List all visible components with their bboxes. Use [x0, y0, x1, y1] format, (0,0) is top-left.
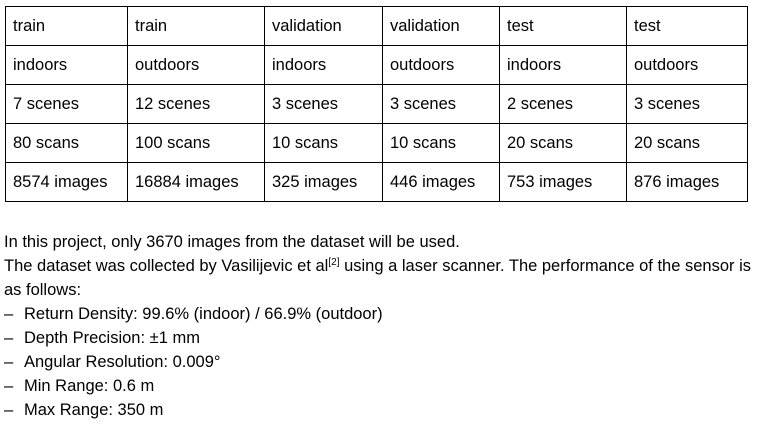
table-cell: outdoors: [382, 45, 500, 85]
table-cell: 325 images: [264, 162, 383, 202]
table-cell: 80 scans: [5, 123, 128, 163]
dash-bullet-icon: –: [4, 377, 14, 395]
dataset-split-table: train train validation validation test t…: [5, 6, 748, 202]
table-cell: validation: [382, 6, 500, 46]
list-item-text: Return Density: 99.6% (indoor) / 66.9% (…: [24, 305, 383, 323]
table-cell: test: [499, 6, 627, 46]
table-cell: 20 scans: [626, 123, 748, 163]
source-text-continued: using a laser scanner. The performance o…: [4, 257, 751, 299]
table-row: indoors outdoors indoors outdoors indoor…: [5, 45, 748, 85]
table-cell: validation: [264, 6, 383, 46]
table-cell: 16884 images: [127, 162, 265, 202]
table-cell: 100 scans: [127, 123, 265, 163]
table-cell: indoors: [499, 45, 627, 85]
list-item-text: Depth Precision: ±1 mm: [24, 329, 200, 347]
table-cell: outdoors: [626, 45, 748, 85]
table-row: 7 scenes 12 scenes 3 scenes 3 scenes 2 s…: [5, 84, 748, 124]
table-row: train train validation validation test t…: [5, 6, 748, 46]
dataset-source-sentence: The dataset was collected by Vasilijevic…: [4, 254, 756, 302]
table-cell: train: [127, 6, 265, 46]
table-cell: 12 scenes: [127, 84, 265, 124]
source-text: The dataset was collected by Vasilijevic…: [4, 257, 329, 275]
list-item: – Depth Precision: ±1 mm: [4, 326, 756, 350]
table-cell: 20 scans: [499, 123, 627, 163]
description-text: In this project, only 3670 images from t…: [4, 230, 756, 422]
table-row: 8574 images 16884 images 325 images 446 …: [5, 162, 748, 202]
table-cell: 10 scans: [264, 123, 383, 163]
dash-bullet-icon: –: [4, 401, 14, 419]
list-item: – Min Range: 0.6 m: [4, 374, 756, 398]
list-item: – Max Range: 350 m: [4, 398, 756, 422]
dash-bullet-icon: –: [4, 353, 14, 371]
table-row: 80 scans 100 scans 10 scans 10 scans 20 …: [5, 123, 748, 163]
table-cell: 3 scenes: [626, 84, 748, 124]
dash-bullet-icon: –: [4, 329, 14, 347]
table-cell: indoors: [264, 45, 383, 85]
table-cell: train: [5, 6, 128, 46]
table-cell: 3 scenes: [382, 84, 500, 124]
table-cell: 3 scenes: [264, 84, 383, 124]
table-cell: test: [626, 6, 748, 46]
list-item-text: Min Range: 0.6 m: [24, 377, 155, 395]
table-cell: 10 scans: [382, 123, 500, 163]
list-item: – Angular Resolution: 0.009°: [4, 350, 756, 374]
list-item-text: Angular Resolution: 0.009°: [24, 353, 221, 371]
table-cell: indoors: [5, 45, 128, 85]
table-cell: 876 images: [626, 162, 748, 202]
table-cell: 753 images: [499, 162, 627, 202]
list-item-text: Max Range: 350 m: [24, 401, 164, 419]
list-item: – Return Density: 99.6% (indoor) / 66.9%…: [4, 302, 756, 326]
dash-bullet-icon: –: [4, 305, 14, 323]
table-cell: 8574 images: [5, 162, 128, 202]
table-cell: outdoors: [127, 45, 265, 85]
citation-reference: [2]: [328, 257, 340, 268]
table-cell: 7 scenes: [5, 84, 128, 124]
table-cell: 2 scenes: [499, 84, 627, 124]
usage-sentence: In this project, only 3670 images from t…: [4, 233, 460, 251]
table-cell: 446 images: [382, 162, 500, 202]
